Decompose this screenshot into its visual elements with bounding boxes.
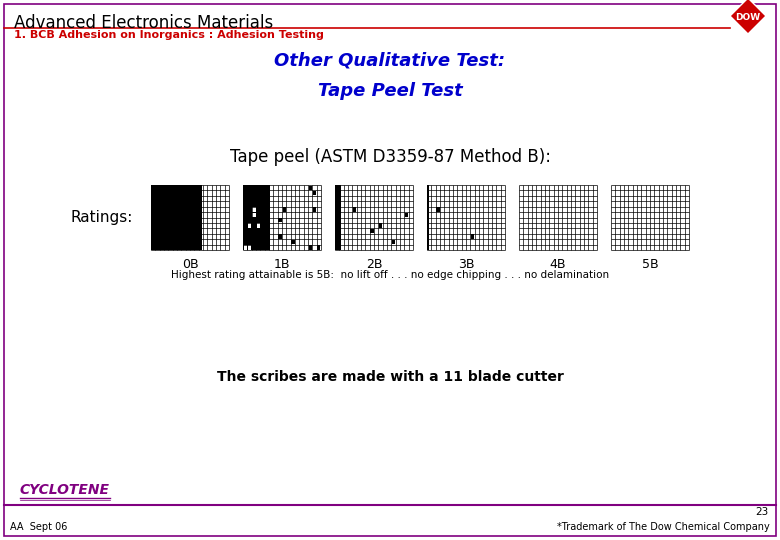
Bar	[252, 213, 256, 217]
Bar	[282, 207, 285, 212]
Bar	[309, 245, 312, 249]
Bar	[270, 202, 273, 206]
Text: Other Qualitative Test:: Other Qualitative Test:	[275, 52, 505, 70]
Text: Highest rating attainable is 5B:  no lift off . . . no edge chipping . . . no de: Highest rating attainable is 5B: no lift…	[171, 270, 609, 280]
Bar	[317, 245, 321, 249]
Bar	[370, 229, 374, 233]
Bar	[291, 229, 295, 233]
Bar	[270, 234, 273, 239]
Text: 23: 23	[755, 507, 768, 517]
Text: Ratings:: Ratings:	[71, 210, 133, 225]
Bar	[248, 229, 251, 233]
Bar	[151, 185, 202, 250]
Bar	[335, 185, 341, 250]
Bar	[313, 240, 316, 244]
Bar	[471, 234, 474, 239]
Bar	[427, 185, 429, 250]
Bar	[151, 185, 229, 250]
Text: Tape peel (ASTM D3359-87 Method B):: Tape peel (ASTM D3359-87 Method B):	[229, 148, 551, 166]
Text: CYCLOTENE: CYCLOTENE	[20, 483, 110, 497]
Text: Advanced Electronics Materials: Advanced Electronics Materials	[14, 14, 273, 32]
Text: 3B: 3B	[458, 258, 474, 271]
Bar	[252, 207, 256, 212]
Bar	[519, 185, 597, 250]
Text: 0B: 0B	[182, 258, 198, 271]
Text: 1. BCB Adhesion on Inorganics : Adhesion Testing: 1. BCB Adhesion on Inorganics : Adhesion…	[14, 30, 324, 40]
Bar	[335, 185, 413, 250]
Bar	[248, 224, 251, 228]
Bar	[313, 207, 316, 212]
Bar	[313, 191, 316, 195]
Bar	[611, 185, 689, 250]
Text: AA  Sept 06: AA Sept 06	[10, 522, 67, 532]
Text: The scribes are made with a 11 blade cutter: The scribes are made with a 11 blade cut…	[217, 370, 563, 384]
Text: 2B: 2B	[366, 258, 382, 271]
Bar	[257, 224, 260, 228]
Text: *Trademark of The Dow Chemical Company: *Trademark of The Dow Chemical Company	[557, 522, 770, 532]
Bar	[353, 207, 356, 212]
Bar	[379, 224, 382, 228]
Bar	[243, 185, 321, 250]
Polygon shape	[730, 0, 766, 34]
Bar	[243, 245, 246, 249]
Bar	[282, 245, 285, 249]
Text: 1B: 1B	[274, 258, 290, 271]
Text: Tape Peel Test: Tape Peel Test	[317, 82, 463, 100]
Bar	[270, 207, 273, 212]
Bar	[261, 202, 264, 206]
Text: 4B: 4B	[550, 258, 566, 271]
Bar	[243, 185, 271, 250]
Bar	[405, 213, 408, 217]
Bar	[309, 186, 312, 190]
Bar	[392, 240, 395, 244]
Bar	[278, 234, 282, 239]
Bar	[291, 218, 295, 222]
Bar	[274, 207, 277, 212]
Bar	[248, 245, 251, 249]
Bar	[291, 240, 295, 244]
Bar	[436, 207, 439, 212]
Text: DOW: DOW	[736, 12, 760, 22]
Bar	[243, 240, 246, 244]
Bar	[291, 213, 295, 217]
Bar	[304, 240, 307, 244]
Bar	[278, 218, 282, 222]
Bar	[287, 240, 290, 244]
Text: 5B: 5B	[642, 258, 658, 271]
Bar	[471, 234, 474, 239]
Bar	[309, 197, 312, 201]
Bar	[427, 185, 505, 250]
